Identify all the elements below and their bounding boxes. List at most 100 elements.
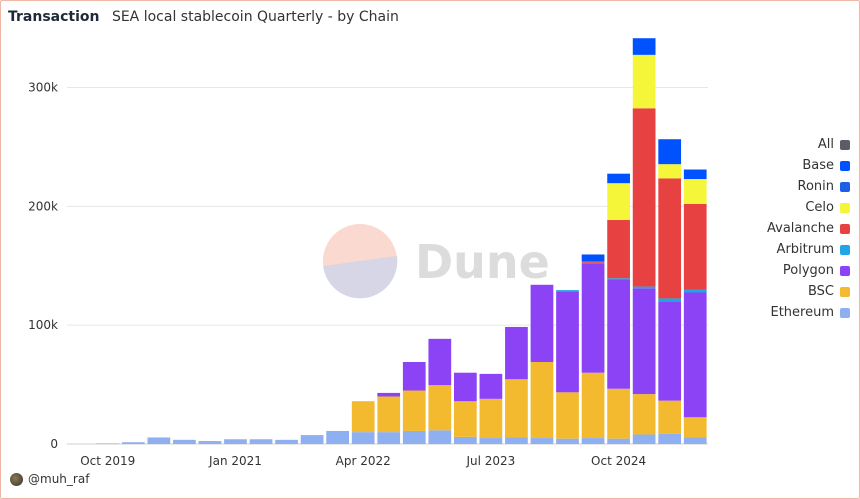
bar-segment-arbitrum[interactable] — [658, 298, 682, 302]
bar-segment-arbitrum[interactable] — [683, 289, 707, 293]
bar-segment-arbitrum[interactable] — [632, 286, 656, 289]
bar-segment-polygon[interactable] — [658, 302, 682, 401]
bars — [96, 38, 707, 445]
bar-segment-celo[interactable] — [683, 179, 707, 204]
bar-segment-ethereum[interactable] — [402, 430, 426, 444]
legend-label: Ronin — [797, 179, 835, 194]
legend-item-ethereum[interactable]: Ethereum — [767, 302, 850, 323]
bar-segment-ethereum[interactable] — [147, 437, 171, 444]
legend-swatch-icon — [840, 244, 850, 255]
bar-segment-polygon[interactable] — [402, 362, 426, 391]
bar-segment-avalanche[interactable] — [581, 261, 605, 263]
bar-segment-arbitrum[interactable] — [581, 262, 605, 264]
legend-label: Ethereum — [770, 305, 834, 320]
bar-segment-bsc[interactable] — [505, 379, 528, 438]
legend-item-all[interactable]: All — [767, 134, 850, 155]
legend-item-celo[interactable]: Celo — [767, 197, 850, 218]
bar-segment-ethereum[interactable] — [275, 439, 298, 444]
bar-segment-bsc[interactable] — [402, 390, 426, 431]
bar-segment-base[interactable] — [581, 254, 605, 262]
bar-segment-arbitrum[interactable] — [607, 278, 630, 280]
bar-segment-avalanche[interactable] — [632, 108, 656, 287]
bar-segment-ethereum[interactable] — [300, 435, 324, 444]
bar-segment-bsc[interactable] — [632, 394, 656, 435]
bar-segment-ethereum[interactable] — [453, 436, 477, 444]
legend-item-base[interactable]: Base — [767, 155, 850, 176]
bar-segment-celo[interactable] — [607, 183, 630, 221]
bar-segment-base[interactable] — [658, 139, 682, 165]
bar-segment-polygon[interactable] — [505, 326, 528, 380]
bar-segment-ethereum[interactable] — [658, 433, 682, 444]
bar-segment-ethereum[interactable] — [607, 438, 630, 444]
bar-segment-bsc[interactable] — [377, 396, 401, 433]
legend-label: BSC — [807, 284, 834, 299]
bar-segment-bsc[interactable] — [556, 392, 579, 439]
bar-segment-avalanche[interactable] — [607, 220, 630, 279]
legend-item-arbitrum[interactable]: Arbitrum — [767, 239, 850, 260]
bar-segment-polygon[interactable] — [377, 392, 401, 397]
bar-segment-ethereum[interactable] — [351, 432, 375, 444]
bar-segment-celo[interactable] — [632, 54, 656, 109]
bar-segment-polygon[interactable] — [479, 373, 503, 399]
legend-label: Base — [802, 158, 834, 173]
bar-segment-celo[interactable] — [658, 164, 682, 179]
x-tick-label: Oct 2019 — [80, 454, 135, 468]
y-tick-label: 300k — [28, 81, 58, 95]
x-tick-label: Apr 2022 — [336, 454, 391, 468]
bar-segment-bsc[interactable] — [479, 398, 503, 439]
bar-segment-arbitrum[interactable] — [556, 290, 579, 292]
y-axis: 0 100k 200k 300k — [28, 81, 58, 451]
bar-segment-polygon[interactable] — [632, 288, 656, 395]
bar-segment-avalanche[interactable] — [683, 203, 707, 290]
legend-item-polygon[interactable]: Polygon — [767, 260, 850, 281]
bar-segment-bsc[interactable] — [351, 401, 375, 433]
legend-swatch-icon — [840, 223, 850, 234]
bar-segment-avalanche[interactable] — [658, 178, 682, 299]
bar-segment-bsc[interactable] — [428, 385, 452, 431]
bar-segment-ethereum[interactable] — [249, 439, 273, 444]
bar-segment-polygon[interactable] — [453, 372, 477, 402]
legend-item-bsc[interactable]: BSC — [767, 281, 850, 302]
x-tick-label: Jul 2023 — [465, 454, 515, 468]
bar-segment-base[interactable] — [607, 173, 630, 184]
bar-segment-bsc[interactable] — [453, 401, 477, 437]
bar-segment-polygon[interactable] — [581, 263, 605, 373]
bar-segment-ethereum[interactable] — [505, 437, 528, 444]
bar-segment-bsc[interactable] — [658, 400, 682, 434]
bar-segment-base[interactable] — [632, 38, 656, 55]
bar-segment-ethereum[interactable] — [173, 439, 196, 444]
legend-item-avalanche[interactable]: Avalanche — [767, 218, 850, 239]
bar-segment-ethereum[interactable] — [428, 430, 452, 444]
dune-logo-lower-half — [323, 256, 398, 299]
bar-segment-polygon[interactable] — [428, 338, 452, 386]
bar-segment-ethereum[interactable] — [224, 439, 247, 444]
bar-segment-ethereum[interactable] — [556, 438, 579, 444]
bar-segment-polygon[interactable] — [556, 291, 579, 393]
bar-segment-ethereum[interactable] — [121, 442, 145, 444]
legend-label: All — [817, 137, 834, 152]
bar-segment-bsc[interactable] — [530, 362, 554, 439]
bar-segment-base[interactable] — [683, 169, 707, 180]
bar-segment-ethereum[interactable] — [479, 438, 503, 444]
x-tick-label: Oct 2024 — [591, 454, 646, 468]
bar-segment-ethereum[interactable] — [198, 441, 222, 444]
chart-kind-label: Transaction — [8, 9, 100, 25]
author-handle: @muh_raf — [28, 472, 90, 486]
bar-segment-polygon[interactable] — [683, 292, 707, 418]
bar-segment-polygon[interactable] — [530, 284, 554, 363]
footer: @muh_raf — [10, 472, 89, 486]
legend-item-ronin[interactable]: Ronin — [767, 176, 850, 197]
bar-segment-polygon[interactable] — [607, 279, 630, 389]
bar-segment-ethereum[interactable] — [96, 443, 120, 445]
bar-segment-bsc[interactable] — [683, 417, 707, 438]
y-tick-label: 0 — [50, 437, 58, 451]
bar-segment-bsc[interactable] — [581, 372, 605, 439]
bar-segment-ethereum[interactable] — [530, 438, 554, 444]
bar-segment-ethereum[interactable] — [326, 430, 350, 444]
bar-segment-ethereum[interactable] — [377, 432, 401, 444]
y-tick-label: 200k — [28, 199, 58, 213]
bar-segment-ethereum[interactable] — [581, 438, 605, 444]
bar-segment-ethereum[interactable] — [683, 437, 707, 444]
bar-segment-ethereum[interactable] — [632, 434, 656, 444]
bar-segment-bsc[interactable] — [607, 388, 630, 439]
